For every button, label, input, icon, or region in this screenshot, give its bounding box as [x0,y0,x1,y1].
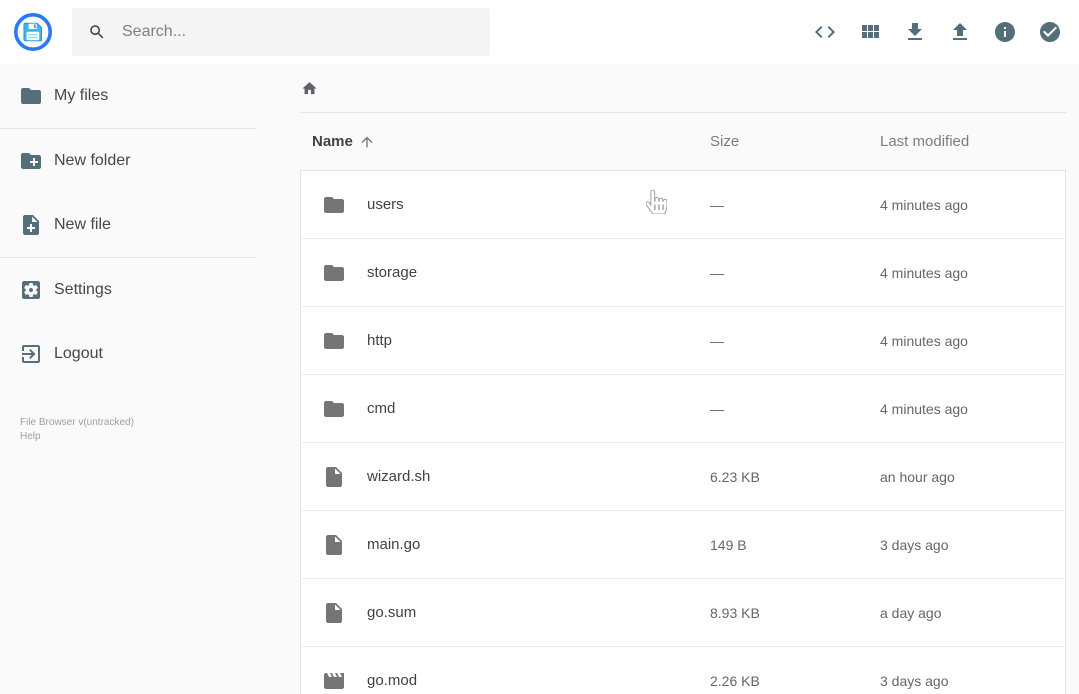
sidebar-footer: File Browser v(untracked) Help [20,416,256,444]
sidebar-item-new-folder[interactable]: New folder [0,129,256,193]
sidebar-item-logout[interactable]: Logout [0,322,256,386]
create-new-folder-icon [19,149,43,173]
breadcrumb [256,64,1079,112]
upload-icon [948,20,972,44]
info-button[interactable] [993,20,1017,44]
file-listing-area: Name Size Last modified users — 4 minute… [256,64,1079,694]
file-modified: a day ago [880,604,942,621]
info-icon [993,20,1017,44]
file-name-cell: users [301,193,710,217]
code-icon [813,20,837,44]
file-name: http [367,332,393,349]
movie-icon [322,669,346,693]
shell-button[interactable] [813,20,837,44]
file-size: 6.23 KB [710,468,760,485]
file-size: — [710,332,724,349]
sidebar-divider [0,128,256,129]
file-name-cell: http [301,329,710,353]
settings-icon [19,278,43,302]
folder-icon [19,84,43,108]
sidebar-divider [0,257,256,258]
file-row[interactable]: http — 4 minutes ago [301,307,1065,375]
file-row[interactable]: main.go 149 B 3 days ago [301,511,1065,579]
file-name-cell: storage [301,261,710,285]
search-input[interactable] [120,22,464,42]
file-name: users [367,196,404,213]
grid-icon [858,20,882,44]
table-header-row: Name Size Last modified [300,113,1066,170]
file-size: — [710,264,724,281]
file-modified: an hour ago [880,468,955,485]
file-modified: 3 days ago [880,536,949,553]
file-name: go.sum [367,604,417,621]
file-icon [322,601,346,625]
file-row[interactable]: cmd — 4 minutes ago [301,375,1065,443]
file-name: wizard.sh [367,468,431,485]
file-size: — [710,400,724,417]
column-header-name[interactable]: Name [300,133,710,150]
folder-icon [322,193,346,217]
breadcrumb-divider [300,112,1066,113]
logout-icon [19,342,43,366]
download-button[interactable] [903,20,927,44]
file-name-cell: go.mod [301,669,710,693]
file-size: 2.26 KB [710,672,760,689]
file-row[interactable]: go.sum 8.93 KB a day ago [301,579,1065,647]
home-breadcrumb-button[interactable] [301,80,318,97]
file-name-cell: main.go [301,533,710,557]
file-name: storage [367,264,418,281]
file-size: 8.93 KB [710,604,760,621]
home-icon [301,80,318,97]
file-name-cell: wizard.sh [301,465,710,489]
file-name-cell: cmd [301,397,710,421]
file-list: users — 4 minutes ago storage — 4 minute… [300,170,1066,694]
sidebar-item-new-file[interactable]: New file [0,193,256,257]
search-box [72,8,490,56]
column-header-modified[interactable]: Last modified [880,133,970,150]
file-name: go.mod [367,672,418,689]
switch-view-button[interactable] [858,20,882,44]
file-size: 149 B [710,536,747,553]
file-modified: 4 minutes ago [880,264,968,281]
filebrowser-logo [13,12,53,52]
folder-icon [322,261,346,285]
file-icon [322,465,346,489]
column-header-size[interactable]: Size [710,133,740,150]
select-multiple-button[interactable] [1038,20,1062,44]
name-header-label: Name [312,133,353,150]
top-bar [0,0,1079,64]
sidebar-item-my-files[interactable]: My files [0,64,256,128]
header-action-buttons [813,20,1079,44]
sort-ascending-icon [359,134,375,150]
folder-icon [322,329,346,353]
floppy-disk-logo-icon [13,12,53,52]
sidebar: My files New folder New file Settings Lo… [0,64,256,444]
file-modified: 4 minutes ago [880,196,968,213]
upload-button[interactable] [948,20,972,44]
file-modified: 4 minutes ago [880,400,968,417]
sidebar-item-settings[interactable]: Settings [0,258,256,322]
help-link[interactable]: Help [20,431,41,442]
file-row[interactable]: users — 4 minutes ago [301,171,1065,239]
folder-icon [322,397,346,421]
file-row[interactable]: wizard.sh 6.23 KB an hour ago [301,443,1065,511]
file-size: — [710,196,724,213]
file-row[interactable]: storage — 4 minutes ago [301,239,1065,307]
file-row[interactable]: go.mod 2.26 KB 3 days ago [301,647,1065,694]
file-name: cmd [367,400,396,417]
file-icon [322,533,346,557]
search-icon [88,23,106,41]
file-modified: 4 minutes ago [880,332,968,349]
app-version: File Browser v(untracked) [20,417,134,428]
download-icon [903,20,927,44]
file-modified: 3 days ago [880,672,949,689]
check-circle-icon [1038,20,1062,44]
note-add-icon [19,213,43,237]
file-name: main.go [367,536,421,553]
file-name-cell: go.sum [301,601,710,625]
